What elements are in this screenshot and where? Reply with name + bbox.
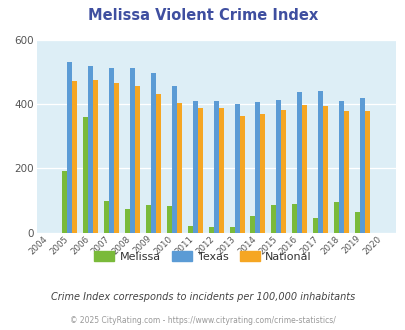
Bar: [72, 82, 77, 233]
Bar: [208, 227, 213, 233]
Bar: [354, 212, 359, 233]
Bar: [130, 68, 135, 233]
Bar: [146, 205, 151, 233]
Bar: [197, 108, 202, 233]
Text: Melissa Violent Crime Index: Melissa Violent Crime Index: [87, 8, 318, 23]
Bar: [234, 104, 239, 233]
Bar: [151, 73, 156, 233]
Bar: [88, 66, 93, 233]
Bar: [271, 205, 276, 233]
Bar: [93, 80, 98, 233]
Bar: [301, 105, 307, 233]
Bar: [125, 209, 130, 233]
Bar: [109, 68, 114, 233]
Bar: [192, 101, 197, 233]
Bar: [260, 114, 265, 233]
Bar: [171, 86, 177, 233]
Bar: [318, 91, 322, 233]
Bar: [239, 116, 244, 233]
Bar: [135, 86, 140, 233]
Bar: [250, 216, 255, 233]
Bar: [276, 100, 281, 233]
Text: © 2025 CityRating.com - https://www.cityrating.com/crime-statistics/: © 2025 CityRating.com - https://www.city…: [70, 316, 335, 325]
Text: Crime Index corresponds to incidents per 100,000 inhabitants: Crime Index corresponds to incidents per…: [51, 292, 354, 302]
Bar: [255, 102, 260, 233]
Bar: [281, 110, 286, 233]
Bar: [62, 171, 67, 233]
Bar: [312, 218, 318, 233]
Bar: [322, 106, 327, 233]
Bar: [83, 117, 88, 233]
Bar: [292, 204, 296, 233]
Bar: [359, 98, 364, 233]
Bar: [156, 94, 161, 233]
Bar: [338, 101, 343, 233]
Legend: Melissa, Texas, National: Melissa, Texas, National: [90, 247, 315, 267]
Bar: [229, 227, 234, 233]
Bar: [343, 111, 348, 233]
Bar: [296, 92, 301, 233]
Bar: [364, 111, 369, 233]
Bar: [104, 201, 109, 233]
Bar: [114, 83, 119, 233]
Bar: [218, 108, 223, 233]
Bar: [177, 103, 181, 233]
Bar: [67, 62, 72, 233]
Bar: [188, 226, 192, 233]
Bar: [333, 202, 338, 233]
Bar: [213, 101, 218, 233]
Bar: [166, 206, 171, 233]
